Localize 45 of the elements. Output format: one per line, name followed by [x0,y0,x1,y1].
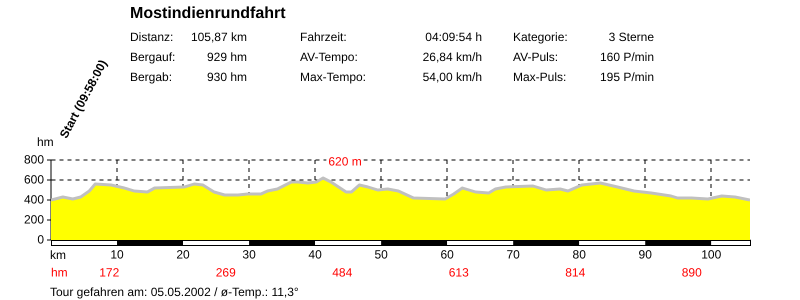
text: 814 [565,265,586,280]
text: Bergauf: [130,50,176,64]
text: Max-Puls: [513,70,566,84]
x-tick-label: 30 [242,248,256,262]
text: Distanz: [130,30,174,44]
y-tick-label: 0 [37,232,44,246]
y-tick-label: 800 [24,152,44,166]
text: 890 [682,265,702,280]
text: Bergab: [130,70,172,84]
text: Tour gefahren am: 05.05.2002 / ø-Temp.: 11,3° [50,285,299,299]
annotation: 620 m [328,154,362,168]
x-tick-label: 40 [308,248,322,262]
text: Max-Tempo: [300,70,366,84]
x-axis-title: km [50,248,66,262]
x-tick-label: 10 [110,248,124,262]
y-tick-label: 400 [24,192,44,206]
text: 160 P/min [600,50,654,64]
text: 484 [332,265,353,280]
x-tick-label: 60 [440,248,454,262]
y-tick-label: 600 [24,172,44,186]
text: Kategorie: [513,30,568,44]
chart-title: Mostindienrundfahrt [130,5,286,23]
text: AV-Puls: [513,50,558,64]
text: 04:09:54 h [424,30,482,44]
text: hm [51,265,68,280]
y-tick-label: 200 [24,212,44,226]
text: 54,00 km/h [422,70,482,84]
text: 3 Sterne [608,30,654,44]
x-tick-label: 80 [572,248,586,262]
text: AV-Tempo: [300,50,358,64]
text: 930 hm [206,70,247,84]
x-tick-label: 50 [374,248,388,262]
x-tick-label: 100 [701,248,722,262]
text: 613 [448,265,470,280]
x-tick-label: 70 [506,248,520,262]
text: 105,87 km [190,30,247,44]
text: 172 [99,265,120,280]
x-tick-label: 90 [638,248,652,262]
text: 929 hm [206,50,247,64]
text: Fahrzeit: [300,30,347,44]
text: 26,84 km/h [422,50,482,64]
x-tick-label: 20 [176,248,190,262]
text: 269 [216,265,236,280]
y-axis-title: hm [37,135,54,149]
text: 195 P/min [600,70,654,84]
